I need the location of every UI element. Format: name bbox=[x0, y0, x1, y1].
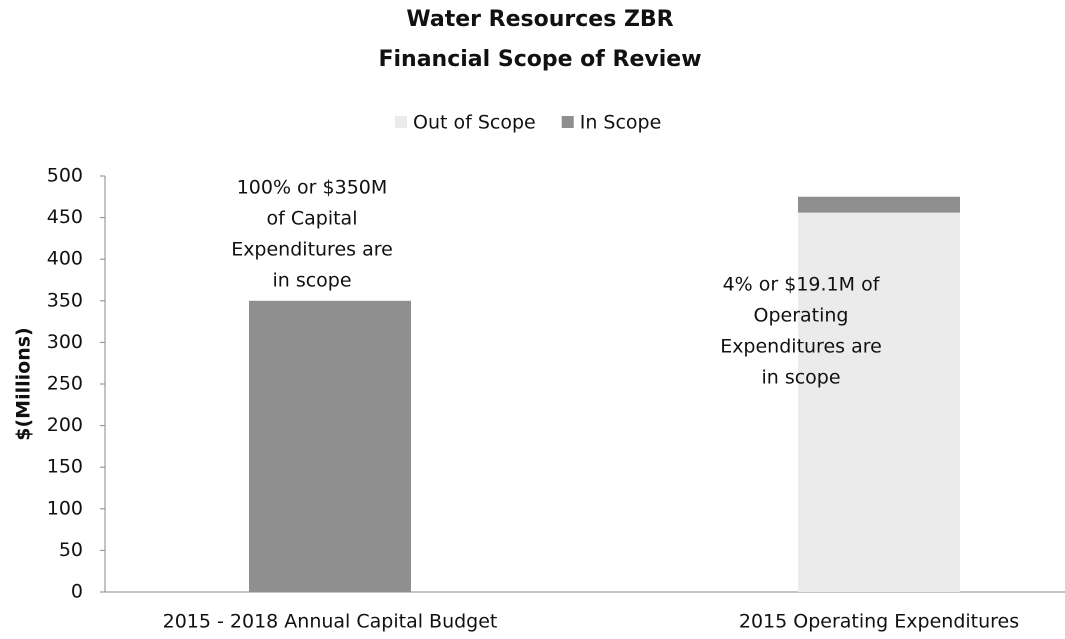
y-axis-label: $(Millions) bbox=[13, 327, 35, 440]
bar-segment bbox=[249, 300, 411, 592]
annotation: 4% or $19.1M of bbox=[723, 274, 881, 296]
y-tick-label: 400 bbox=[47, 248, 83, 270]
legend-swatch bbox=[561, 116, 574, 128]
chart-title: Financial Scope of Review bbox=[378, 47, 701, 72]
annotation: 100% or $350M bbox=[237, 177, 388, 199]
legend-label: In Scope bbox=[580, 112, 662, 134]
y-tick-label: 200 bbox=[47, 414, 83, 436]
y-tick-label: 150 bbox=[47, 456, 83, 478]
y-tick-label: 500 bbox=[47, 165, 83, 187]
chart-title: Water Resources ZBR bbox=[406, 7, 673, 32]
y-tick-label: 300 bbox=[47, 331, 83, 353]
x-tick-label: 2015 - 2018 Annual Capital Budget bbox=[163, 611, 498, 633]
y-tick-label: 100 bbox=[47, 497, 83, 519]
bar-segment bbox=[798, 196, 960, 213]
y-tick-label: 250 bbox=[47, 373, 83, 395]
bar-segment bbox=[798, 212, 960, 592]
y-tick-label: 450 bbox=[47, 206, 83, 228]
y-tick-label: 0 bbox=[71, 581, 83, 603]
x-tick-label: 2015 Operating Expenditures bbox=[739, 611, 1019, 633]
annotation: of Capital bbox=[267, 208, 358, 230]
annotation: Expenditures are bbox=[231, 239, 393, 261]
annotation: in scope bbox=[272, 270, 351, 292]
annotation: Expenditures are bbox=[720, 336, 882, 358]
legend-swatch bbox=[395, 116, 407, 128]
annotation: in scope bbox=[761, 367, 840, 389]
annotation: Operating bbox=[754, 305, 849, 327]
y-tick-label: 50 bbox=[59, 539, 83, 561]
y-tick-label: 350 bbox=[47, 289, 83, 311]
legend-label: Out of Scope bbox=[413, 112, 536, 134]
